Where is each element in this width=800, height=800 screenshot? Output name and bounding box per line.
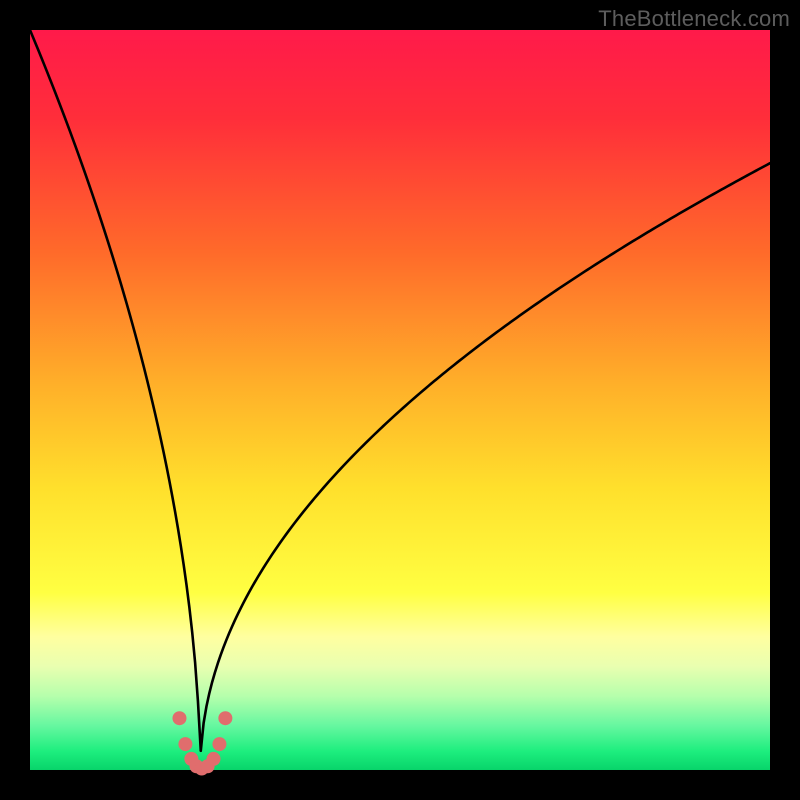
chart-container: TheBottleneck.com (0, 0, 800, 800)
watermark-label: TheBottleneck.com (598, 6, 790, 32)
valley-marker (212, 737, 226, 751)
valley-marker (172, 711, 186, 725)
plot-background-gradient (30, 30, 770, 770)
bottleneck-curve-chart (0, 0, 800, 800)
valley-marker (178, 737, 192, 751)
valley-marker (218, 711, 232, 725)
valley-marker (207, 752, 221, 766)
